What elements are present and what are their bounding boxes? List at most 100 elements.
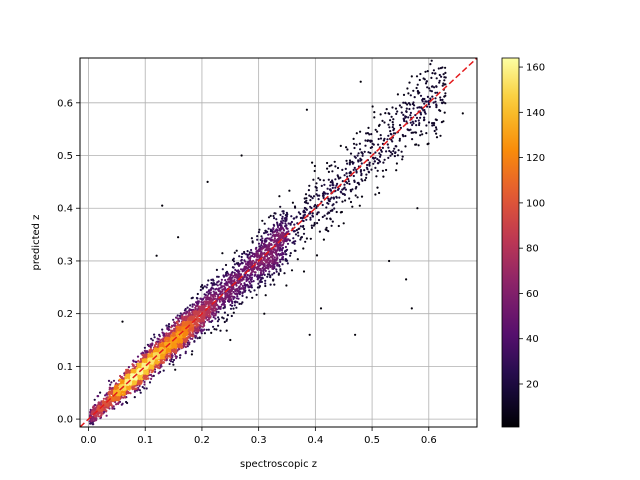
scatter-point <box>337 187 340 190</box>
scatter-point <box>97 415 100 418</box>
scatter-point <box>288 189 291 192</box>
scatter-point <box>198 336 201 340</box>
scatter-point <box>281 215 284 218</box>
scatter-point <box>317 218 321 222</box>
scatter-point <box>444 94 447 97</box>
scatter-point <box>212 287 215 290</box>
scatter-point <box>207 312 210 315</box>
scatter-point <box>425 100 428 103</box>
scatter-point <box>461 112 464 115</box>
scatter-point <box>200 305 203 309</box>
scatter-point <box>190 315 193 318</box>
scatter-point <box>299 238 302 241</box>
scatter-point <box>233 304 236 307</box>
scatter-point <box>236 301 239 304</box>
scatter-point <box>232 297 235 300</box>
scatter-point <box>223 320 226 324</box>
scatter-point <box>442 73 445 76</box>
scatter-point <box>442 82 445 85</box>
scatter-point <box>396 110 399 113</box>
scatter-point <box>201 309 204 312</box>
scatter-point <box>110 381 113 384</box>
scatter-point <box>355 143 358 146</box>
scatter-point <box>122 388 125 391</box>
scatter-point <box>236 295 239 298</box>
scatter-point <box>248 280 251 283</box>
scatter-point <box>408 81 411 84</box>
scatter-point <box>379 113 382 116</box>
scatter-point <box>240 255 243 259</box>
scatter-point <box>171 329 175 332</box>
scatter-point <box>334 186 337 189</box>
scatter-point <box>360 158 363 161</box>
scatter-point <box>177 236 180 239</box>
scatter-point <box>322 196 325 199</box>
scatter-point <box>275 239 278 242</box>
scatter-point <box>409 114 412 117</box>
scatter-point <box>400 106 403 109</box>
scatter-point <box>114 385 117 388</box>
scatter-point <box>444 102 447 105</box>
scatter-point <box>263 222 266 225</box>
scatter-point <box>274 261 277 264</box>
scatter-point <box>415 86 418 90</box>
scatter-point <box>150 358 153 361</box>
scatter-point <box>126 368 130 371</box>
scatter-point <box>120 384 123 387</box>
scatter-point <box>167 328 170 332</box>
scatter-point <box>224 279 227 282</box>
scatter-point <box>385 168 388 172</box>
scatter-point <box>232 260 236 263</box>
scatter-point <box>370 139 373 143</box>
scatter-point <box>257 242 261 245</box>
scatter-point <box>145 387 148 390</box>
scatter-point <box>333 207 336 210</box>
scatter-point <box>139 358 142 361</box>
scatter-point <box>345 159 348 162</box>
scatter-point <box>302 219 305 223</box>
scatter-point <box>126 373 129 377</box>
scatter-point <box>343 174 346 177</box>
scatter-point <box>279 223 282 226</box>
scatter-point <box>305 237 308 240</box>
scatter-point <box>181 327 184 330</box>
scatter-point <box>143 383 146 386</box>
scatter-point <box>213 328 216 331</box>
scatter-point <box>361 152 364 155</box>
scatter-point <box>172 358 176 362</box>
scatter-point <box>296 231 300 234</box>
scatter-point <box>252 280 255 283</box>
scatter-point <box>372 162 375 165</box>
scatter-point <box>185 320 188 324</box>
scatter-point <box>148 381 152 384</box>
scatter-point <box>174 343 177 346</box>
scatter-point <box>384 112 387 115</box>
scatter-point <box>318 194 321 197</box>
scatter-point <box>287 222 290 225</box>
scatter-point <box>282 219 285 222</box>
scatter-point <box>329 218 332 221</box>
scatter-point <box>214 295 217 298</box>
scatter-point <box>274 212 277 215</box>
scatter-point <box>340 210 343 214</box>
scatter-point <box>428 87 431 90</box>
scatter-point <box>326 187 329 190</box>
scatter-point <box>233 280 236 283</box>
scatter-point <box>323 183 326 186</box>
scatter-point <box>273 259 276 262</box>
scatter-point <box>210 282 213 285</box>
scatter-point <box>394 107 398 110</box>
scatter-point <box>311 161 314 164</box>
scatter-point <box>181 317 184 320</box>
scatter-point <box>257 261 260 264</box>
scatter-point <box>368 161 371 164</box>
scatter-point <box>120 378 123 381</box>
scatter-point <box>263 232 266 235</box>
scatter-point <box>395 162 398 165</box>
scatter-point <box>225 329 228 332</box>
scatter-point <box>256 274 259 277</box>
scatter-point <box>311 214 314 217</box>
scatter-point <box>230 279 233 282</box>
scatter-point <box>229 307 233 310</box>
scatter-point <box>331 181 334 184</box>
